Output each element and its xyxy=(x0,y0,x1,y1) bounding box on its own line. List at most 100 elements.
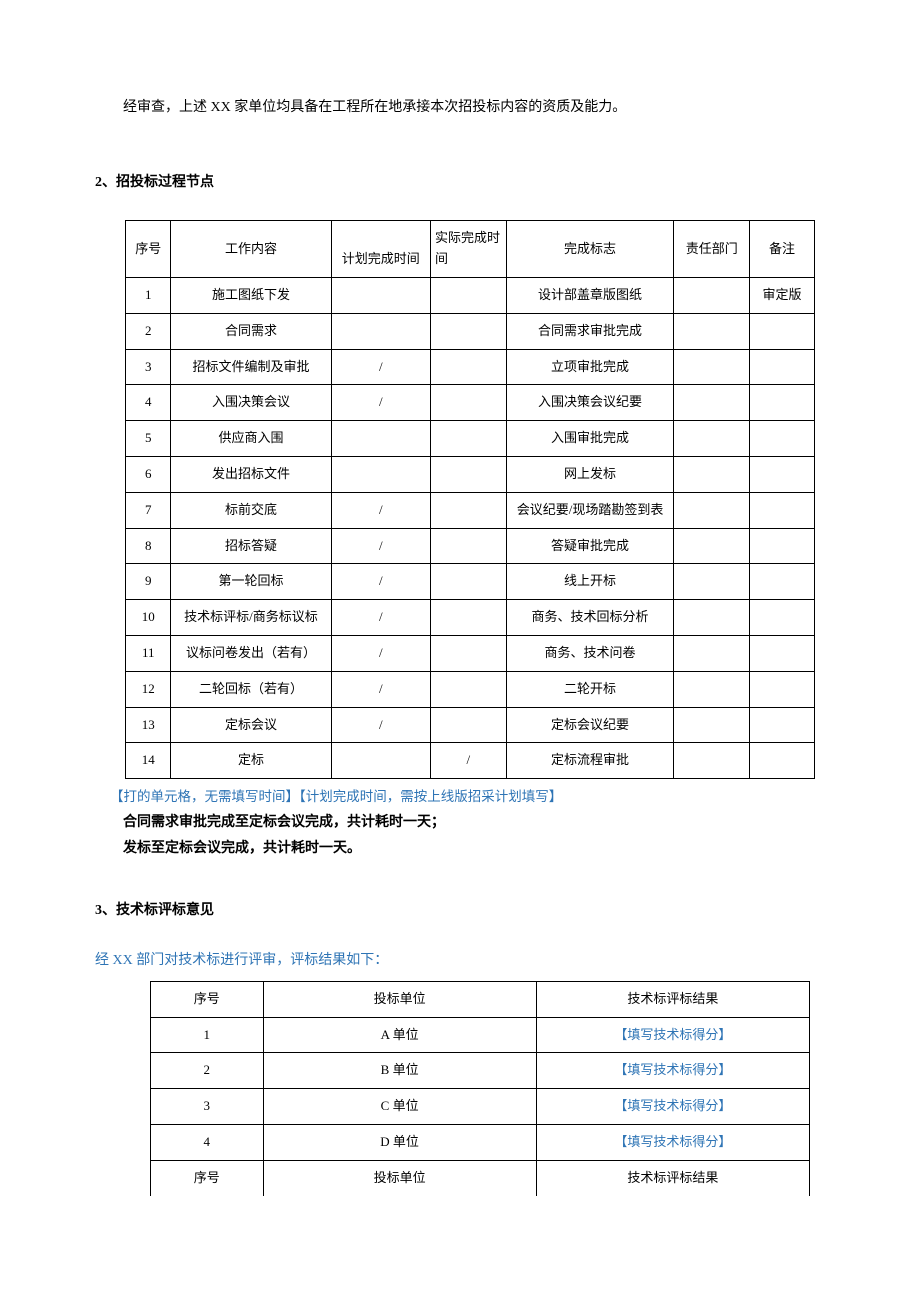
cell-plan xyxy=(331,421,431,457)
cell-note: 审定版 xyxy=(750,277,815,313)
cell-dept xyxy=(674,385,750,421)
header-note: 备注 xyxy=(750,221,815,278)
cell-actual xyxy=(431,492,507,528)
footer2-unit: 投标单位 xyxy=(263,1160,536,1195)
cell-note xyxy=(750,313,815,349)
table2-footer-row: 序号 投标单位 技术标评标结果 xyxy=(151,1160,810,1195)
cell-plan: / xyxy=(331,564,431,600)
header-actual: 实际完成时间 xyxy=(431,221,507,278)
cell-dept xyxy=(674,671,750,707)
cell-note xyxy=(750,492,815,528)
intro-paragraph: 经审查，上述 XX 家单位均具备在工程所在地承接本次招投标内容的资质及能力。 xyxy=(95,95,825,120)
cell-dept xyxy=(674,421,750,457)
cell-actual xyxy=(431,564,507,600)
cell-dept xyxy=(674,456,750,492)
cell-unit: A 单位 xyxy=(263,1017,536,1053)
cell-seq: 10 xyxy=(126,600,171,636)
cell-note xyxy=(750,421,815,457)
table-row: 1A 单位【填写技术标得分】 xyxy=(151,1017,810,1053)
section2-title: 2、招投标过程节点 xyxy=(95,170,825,195)
cell-actual: / xyxy=(431,743,507,779)
table-row: 9第一轮回标/线上开标 xyxy=(126,564,815,600)
header-seq: 序号 xyxy=(126,221,171,278)
cell-seq: 11 xyxy=(126,635,171,671)
cell-plan: / xyxy=(331,635,431,671)
process-table: 序号 工作内容 计划完成时间 实际完成时间 完成标志 责任部门 备注 1施工图纸… xyxy=(125,220,815,779)
table1-note: 【打的单元格，无需填写时间】【计划完成时间，需按上线版招采计划填写】 xyxy=(110,784,825,810)
cell-seq: 4 xyxy=(126,385,171,421)
table-row: 2合同需求 合同需求审批完成 xyxy=(126,313,815,349)
cell-seq: 2 xyxy=(126,313,171,349)
cell-note xyxy=(750,564,815,600)
cell-seq: 2 xyxy=(151,1053,264,1089)
cell-seq: 1 xyxy=(151,1017,264,1053)
table-row: 13定标会议/定标会议纪要 xyxy=(126,707,815,743)
cell-plan: / xyxy=(331,707,431,743)
summary-line-2: 发标至定标会议完成，共计耗时一天。 xyxy=(95,836,825,863)
table-row: 14定标/定标流程审批 xyxy=(126,743,815,779)
table-header-row: 序号 工作内容 计划完成时间 实际完成时间 完成标志 责任部门 备注 xyxy=(126,221,815,278)
cell-actual xyxy=(431,349,507,385)
cell-actual xyxy=(431,313,507,349)
cell-plan xyxy=(331,456,431,492)
table-row: 7标前交底/会议纪要/现场踏勘签到表 xyxy=(126,492,815,528)
cell-actual xyxy=(431,600,507,636)
table-row: 4入围决策会议/入围决策会议纪要 xyxy=(126,385,815,421)
cell-note xyxy=(750,707,815,743)
cell-actual xyxy=(431,528,507,564)
cell-mark: 定标流程审批 xyxy=(506,743,674,779)
cell-result: 【填写技术标得分】 xyxy=(536,1053,809,1089)
cell-plan xyxy=(331,313,431,349)
cell-actual xyxy=(431,277,507,313)
cell-dept xyxy=(674,492,750,528)
header2-result: 技术标评标结果 xyxy=(536,981,809,1017)
cell-work: 合同需求 xyxy=(171,313,331,349)
cell-mark: 会议纪要/现场踏勘签到表 xyxy=(506,492,674,528)
table-row: 10技术标评标/商务标议标/商务、技术回标分析 xyxy=(126,600,815,636)
cell-mark: 入围审批完成 xyxy=(506,421,674,457)
cell-mark: 商务、技术问卷 xyxy=(506,635,674,671)
cell-seq: 1 xyxy=(126,277,171,313)
footer2-result: 技术标评标结果 xyxy=(536,1160,809,1195)
cell-dept xyxy=(674,564,750,600)
cell-plan xyxy=(331,277,431,313)
cell-dept xyxy=(674,600,750,636)
cell-actual xyxy=(431,707,507,743)
cell-note xyxy=(750,528,815,564)
table-row: 5供应商入围入围审批完成 xyxy=(126,421,815,457)
cell-work: 标前交底 xyxy=(171,492,331,528)
section3-title: 3、技术标评标意见 xyxy=(95,898,825,923)
cell-note xyxy=(750,743,815,779)
table-row: 12二轮回标（若有）/二轮开标 xyxy=(126,671,815,707)
cell-mark: 入围决策会议纪要 xyxy=(506,385,674,421)
cell-seq: 3 xyxy=(126,349,171,385)
cell-note xyxy=(750,349,815,385)
cell-seq: 14 xyxy=(126,743,171,779)
cell-unit: C 单位 xyxy=(263,1089,536,1125)
cell-actual xyxy=(431,671,507,707)
cell-seq: 9 xyxy=(126,564,171,600)
cell-plan: / xyxy=(331,671,431,707)
cell-mark: 网上发标 xyxy=(506,456,674,492)
cell-note xyxy=(750,600,815,636)
cell-seq: 13 xyxy=(126,707,171,743)
cell-dept xyxy=(674,743,750,779)
cell-mark: 商务、技术回标分析 xyxy=(506,600,674,636)
cell-result: 【填写技术标得分】 xyxy=(536,1089,809,1125)
cell-seq: 6 xyxy=(126,456,171,492)
cell-seq: 3 xyxy=(151,1089,264,1125)
cell-dept xyxy=(674,277,750,313)
section3-intro: 经 XX 部门对技术标进行评审，评标结果如下： xyxy=(95,948,825,975)
cell-unit: D 单位 xyxy=(263,1124,536,1160)
header-mark: 完成标志 xyxy=(506,221,674,278)
table2-header-row: 序号 投标单位 技术标评标结果 xyxy=(151,981,810,1017)
cell-work: 入围决策会议 xyxy=(171,385,331,421)
cell-mark: 线上开标 xyxy=(506,564,674,600)
cell-mark: 立项审批完成 xyxy=(506,349,674,385)
cell-dept xyxy=(674,528,750,564)
header-plan: 计划完成时间 xyxy=(331,221,431,278)
cell-result: 【填写技术标得分】 xyxy=(536,1017,809,1053)
cell-note xyxy=(750,456,815,492)
cell-mark: 合同需求审批完成 xyxy=(506,313,674,349)
table-row: 11议标问卷发出（若有）/商务、技术问卷 xyxy=(126,635,815,671)
